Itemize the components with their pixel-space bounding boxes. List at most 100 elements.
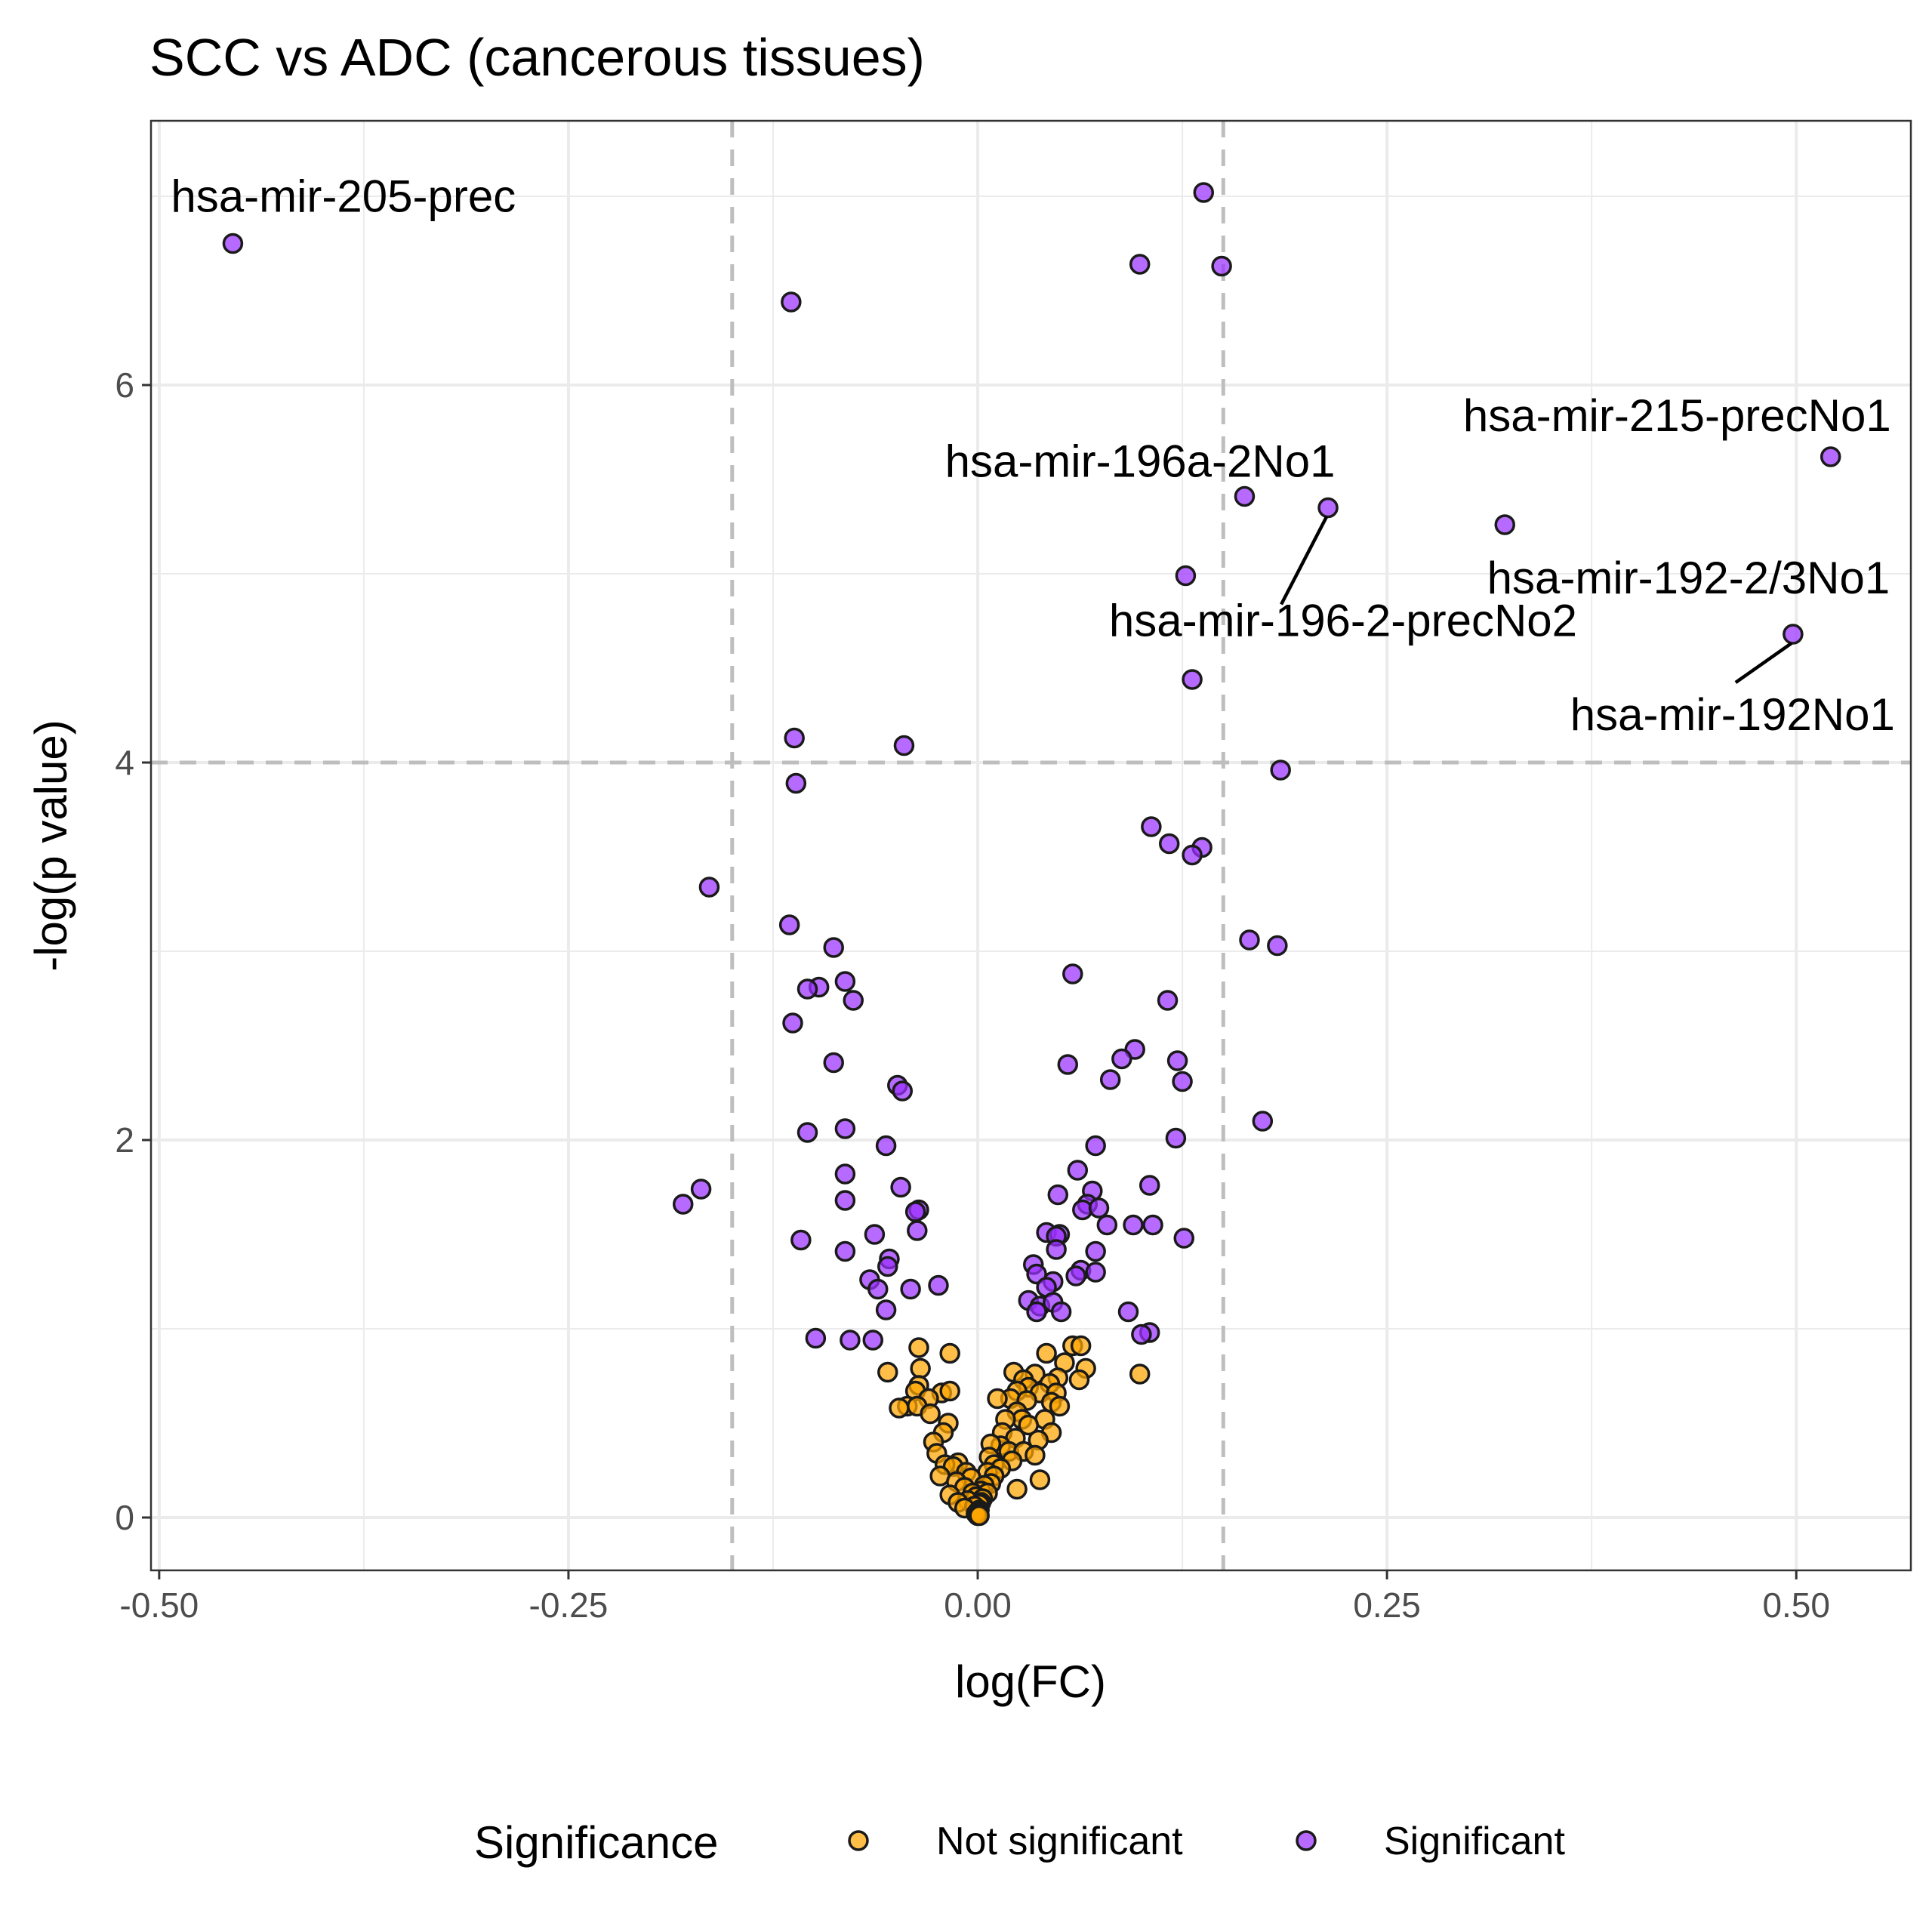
point-significant (1182, 844, 1203, 866)
point-significant (1267, 935, 1288, 957)
point-significant (690, 1179, 712, 1200)
point-not-significant (1025, 1444, 1046, 1466)
point-significant (1062, 963, 1083, 984)
point-significant (890, 1176, 911, 1198)
point-significant (834, 1163, 856, 1185)
y-tick-label: 4 (115, 743, 134, 782)
x-tick-label: -0.50 (119, 1585, 199, 1625)
y-tick-label: 6 (115, 365, 134, 405)
annotation-label: hsa-mir-192No1 (1570, 689, 1895, 740)
point-significant (784, 727, 805, 749)
point-significant (1050, 1301, 1072, 1323)
point-significant (1111, 1048, 1132, 1070)
point-significant (782, 1012, 803, 1034)
annotation-label: hsa-mir-215-precNo1 (1463, 390, 1891, 441)
point-significant (797, 978, 818, 1000)
point-significant (1088, 1197, 1110, 1219)
point-not-significant (1006, 1478, 1028, 1500)
point-significant (900, 1278, 921, 1300)
point-significant (892, 1080, 914, 1102)
point-significant (1783, 624, 1804, 645)
y-axis-title: -log(p value) (26, 719, 76, 972)
point-significant (1129, 254, 1151, 275)
point-not-significant (1070, 1335, 1092, 1357)
point-annotations: hsa-mir-205-prec hsa-mir-215-precNo1 hsa-m… (171, 171, 1894, 741)
point-significant (1820, 446, 1841, 467)
point-not-significant (908, 1337, 929, 1358)
point-significant (1123, 1214, 1144, 1236)
legend-title: Significance (474, 1817, 719, 1868)
point-significant (797, 1122, 818, 1143)
point-significant (1085, 1240, 1106, 1262)
point-significant (1165, 1127, 1187, 1149)
point-not-significant (1029, 1469, 1051, 1490)
point-not-significant (1068, 1369, 1090, 1391)
legend-label-significant: Significant (1384, 1820, 1565, 1863)
point-significant (1096, 1214, 1118, 1236)
threshold-lines (151, 121, 1911, 1570)
x-axis-title: log(FC) (955, 1656, 1106, 1707)
point-significant (907, 1220, 928, 1241)
point-significant (1026, 1301, 1047, 1323)
chart-title: SCC vs ADC (cancerous tissues) (149, 28, 925, 87)
annotation-label: hsa-mir-196-2-precNo2 (1109, 596, 1577, 646)
legend-key-significant (1296, 1830, 1317, 1851)
legend-key-not-significant (848, 1830, 869, 1851)
point-significant (1142, 1214, 1163, 1236)
point-significant (1234, 485, 1256, 507)
point-significant (1239, 929, 1260, 951)
point-significant (1270, 760, 1291, 781)
point-significant (823, 937, 844, 958)
x-tick-label: -0.25 (529, 1585, 609, 1625)
point-significant (867, 1278, 889, 1300)
point-not-significant (877, 1361, 898, 1383)
point-significant (222, 233, 244, 254)
y-axis: 0 2 4 6 (115, 365, 151, 1537)
point-significant (875, 1299, 897, 1320)
point-significant (1057, 1054, 1079, 1075)
minor-gridlines (151, 121, 1911, 1570)
point-significant (1085, 1135, 1106, 1157)
point-significant (1085, 1262, 1106, 1283)
point-significant (672, 1194, 694, 1215)
point-significant (1157, 990, 1179, 1011)
point-significant (862, 1330, 884, 1351)
point-significant (904, 1201, 926, 1222)
annotation-label: hsa-mir-196a-2No1 (945, 436, 1336, 487)
point-significant (1141, 816, 1162, 837)
point-significant (698, 877, 720, 898)
point-significant (834, 1240, 856, 1262)
point-not-significant (969, 1505, 990, 1527)
point-significant (1173, 1228, 1194, 1249)
point-not-significant (920, 1403, 941, 1425)
point-significant (1494, 514, 1515, 535)
point-significant (843, 990, 864, 1011)
data-points (222, 182, 1841, 1527)
point-significant (834, 1190, 856, 1211)
point-significant (893, 735, 915, 756)
plot-panel (151, 121, 1911, 1570)
point-significant (864, 1224, 886, 1245)
point-significant (1175, 565, 1197, 587)
point-significant (1139, 1175, 1160, 1196)
point-significant (781, 291, 802, 313)
point-significant (1158, 833, 1180, 855)
point-significant (1046, 1239, 1067, 1260)
y-tick-label: 0 (115, 1498, 134, 1537)
point-significant (1047, 1184, 1069, 1206)
point-not-significant (1129, 1363, 1151, 1385)
point-significant (785, 772, 807, 794)
point-significant (1117, 1301, 1139, 1323)
point-significant (1211, 255, 1232, 277)
annotation-leader-line (1734, 642, 1793, 684)
point-significant (823, 1052, 844, 1074)
x-tick-label: 0.00 (944, 1585, 1012, 1625)
point-significant (875, 1135, 897, 1157)
annotation-label: hsa-mir-192-2/3No1 (1487, 553, 1890, 603)
x-tick-label: 0.50 (1762, 1585, 1830, 1625)
point-significant (877, 1256, 898, 1277)
point-not-significant (987, 1388, 1008, 1410)
point-not-significant (1018, 1414, 1039, 1436)
point-significant (928, 1274, 949, 1296)
